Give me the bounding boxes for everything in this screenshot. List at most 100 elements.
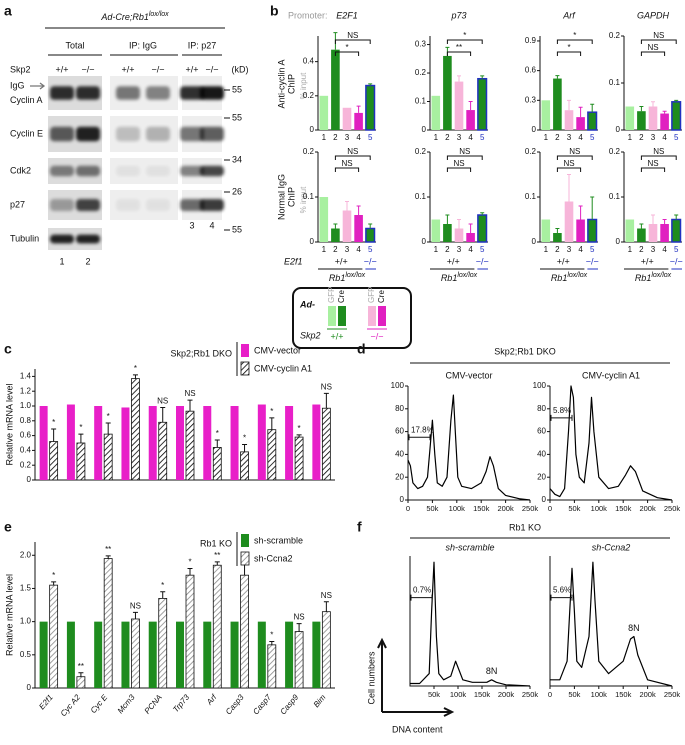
rb1-label: Rb1lox/lox — [441, 272, 478, 283]
legend-ad: Ad- — [299, 299, 315, 309]
annotation: NS — [569, 147, 580, 156]
rb1-text: Rb1 — [441, 273, 458, 283]
x-tick-label: 5 — [368, 133, 373, 142]
annotation: NS — [321, 591, 332, 600]
y-tick-label: 0 — [532, 237, 537, 246]
genotype: +/+ — [185, 64, 198, 74]
bar — [319, 197, 329, 242]
y-tick-label: 0.2 — [525, 147, 537, 156]
bar — [148, 406, 157, 480]
x-tick-label: Trp73 — [171, 692, 191, 714]
bar — [454, 81, 464, 130]
legend-label: CMV-vector — [254, 345, 301, 355]
bar — [212, 564, 222, 689]
y-tick-label: 0.3 — [525, 95, 537, 104]
blot-band — [50, 165, 74, 177]
y-tick-label: 80 — [395, 404, 404, 413]
bar — [331, 228, 340, 242]
bar — [671, 101, 682, 131]
legend-label: Cre — [337, 290, 346, 303]
genotype-wt: +/+ — [557, 256, 570, 266]
error-bar — [674, 214, 679, 220]
bar — [553, 78, 562, 130]
x-tick-label: 5 — [480, 245, 485, 254]
bar — [121, 621, 130, 688]
annotation: ** — [456, 43, 462, 52]
x-tick-label: Mcm3 — [116, 692, 137, 715]
error-bar — [639, 106, 644, 112]
annotation: * — [52, 571, 55, 580]
x-tick-label: Bim — [312, 693, 328, 710]
arrow — [30, 82, 46, 90]
error-bar — [333, 223, 338, 229]
bar — [203, 406, 212, 480]
x-tick-label: 1 — [544, 245, 549, 254]
gate-label: 0.7% — [413, 586, 431, 595]
bar — [212, 447, 222, 481]
x-tick-label: 1 — [434, 133, 439, 142]
bar — [176, 406, 184, 480]
chart-title: E2F1 — [336, 10, 358, 20]
annotation: NS — [130, 601, 141, 610]
y-tick-label: 0.2 — [303, 91, 315, 100]
legend-label: Cre — [377, 290, 386, 303]
swatch — [368, 306, 376, 326]
annotation: * — [161, 581, 164, 590]
y-tick-label: 2.0 — [20, 550, 32, 559]
blot-band — [116, 199, 140, 211]
error-bar — [555, 228, 560, 233]
x-tick-label: 250k — [522, 504, 539, 513]
blot-row-label: Tubulin — [10, 233, 39, 243]
gate — [550, 594, 573, 601]
x-tick-label: 50k — [428, 690, 440, 699]
bar — [477, 77, 488, 131]
y-tick-label: 0.2 — [609, 147, 621, 156]
x-tick-label: 150k — [615, 690, 632, 699]
x-tick-label: 250k — [664, 504, 681, 513]
bar — [240, 451, 249, 481]
blot-band — [200, 126, 224, 142]
kd-label: 55 — [232, 84, 242, 94]
x-tick-label: 150k — [474, 690, 491, 699]
blot-row-label: p27 — [10, 199, 25, 209]
genotype-ko: −/− — [586, 256, 599, 266]
bar — [185, 574, 195, 689]
peak-label: 8N — [486, 666, 498, 676]
y-tick-label: 0 — [542, 495, 547, 504]
x-tick-label: 2 — [333, 245, 338, 254]
swatch — [328, 306, 336, 326]
bar — [564, 110, 574, 130]
x-tick-label: 250k — [664, 690, 681, 699]
blot-band — [200, 86, 224, 100]
panel-label: c — [4, 341, 12, 357]
x-tick-label: 3 — [567, 133, 572, 142]
bar — [365, 227, 376, 243]
error-bar — [323, 601, 329, 612]
error-bar — [214, 439, 220, 448]
swatch — [378, 306, 386, 326]
legend-genotype: −/− — [370, 331, 383, 341]
x-tick-label: 250k — [522, 690, 539, 699]
genotype: +/+ — [55, 64, 68, 74]
x-tick-label: 1 — [322, 133, 327, 142]
rb1-label: Rb1lox/lox — [635, 272, 672, 283]
panel-header: Skp2;Rb1 DKO — [494, 346, 556, 356]
row-label: ChIP — [286, 74, 296, 94]
bar — [312, 404, 321, 480]
genotype-ko: −/− — [364, 256, 377, 266]
axes — [549, 556, 672, 687]
blot-title-sup: lox/lox — [149, 11, 169, 18]
error-bar — [160, 591, 166, 599]
bar — [637, 228, 646, 242]
bar — [294, 631, 304, 689]
y-tick-label: 0.8 — [20, 416, 32, 425]
y-tick-label: 20 — [537, 472, 546, 481]
legend-swatch — [241, 534, 249, 547]
bar — [94, 406, 103, 480]
x-tick-label: 150k — [615, 504, 632, 513]
peak-label: 8N — [628, 623, 640, 633]
swatch — [338, 306, 346, 326]
rb1-label: Rb1lox/lox — [329, 272, 366, 283]
y-tick-label: 0.2 — [20, 460, 32, 469]
